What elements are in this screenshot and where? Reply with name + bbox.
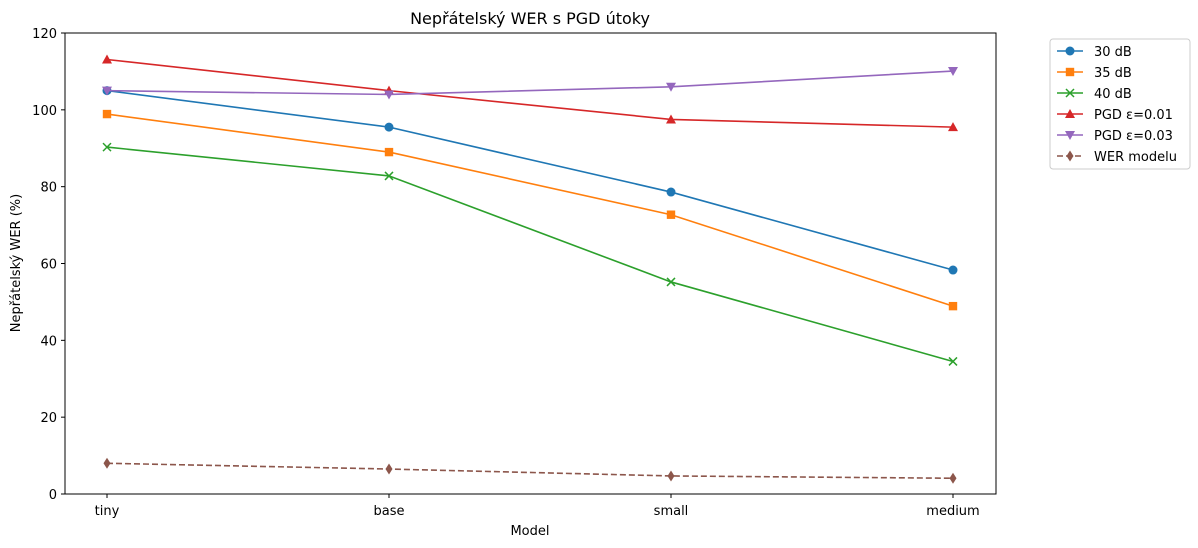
- data-point: [948, 67, 958, 77]
- legend-label: 35 dB: [1094, 66, 1132, 81]
- legend-frame: [1049, 38, 1191, 170]
- series-line: [106, 70, 954, 96]
- legend-marker: [1066, 150, 1074, 162]
- data-point: [102, 86, 112, 96]
- legend-label: PGD ε=0.01: [1094, 108, 1173, 123]
- data-point: [384, 171, 394, 181]
- series-line: [106, 146, 954, 363]
- data-point: [384, 90, 394, 100]
- legend-marker: [1065, 67, 1075, 77]
- x-tick-label: tiny: [95, 504, 120, 519]
- series-40-db: [102, 142, 958, 366]
- legend-items: 30 dB 35 dB 40 dB PGD ε=0.01 PGD ε=0.03 WER m…: [1057, 45, 1177, 165]
- legend-item: PGD ε=0.03: [1057, 129, 1173, 144]
- legend-marker: [1065, 46, 1075, 56]
- data-point: [666, 82, 676, 92]
- x-tick-label: medium: [926, 504, 979, 519]
- x-axis-label: Model: [510, 524, 549, 539]
- data-point: [948, 265, 958, 275]
- legend-item: WER modelu: [1057, 150, 1177, 165]
- data-point: [384, 147, 394, 157]
- y-tick-label: 120: [32, 27, 57, 42]
- series-line: [106, 89, 954, 271]
- data-point: [666, 187, 676, 197]
- legend-label: WER modelu: [1094, 150, 1177, 165]
- x-tick-label: base: [374, 504, 405, 519]
- series-30-db: [102, 86, 958, 275]
- series-pgd-0-03: [102, 67, 958, 100]
- data-point: [666, 210, 676, 219]
- data-point: [102, 54, 112, 64]
- legend-label: PGD ε=0.03: [1094, 129, 1173, 144]
- legend-item: 30 dB: [1057, 45, 1132, 60]
- data-point: [102, 142, 112, 152]
- legend-marker: [1065, 109, 1075, 118]
- data-point: [948, 301, 958, 311]
- series-35-db: [102, 109, 958, 311]
- legend-marker: [1065, 131, 1075, 140]
- data-point: [948, 122, 958, 132]
- y-tick-label: 20: [40, 411, 57, 426]
- data-point: [384, 122, 394, 132]
- y-axis-label: Nepřátelský WER (%): [9, 194, 24, 332]
- y-tick-label: 80: [40, 181, 57, 196]
- legend: 30 dB 35 dB 40 dB PGD ε=0.01 PGD ε=0.03 WER m…: [1049, 38, 1191, 170]
- data-point: [667, 470, 675, 482]
- legend-label: 40 dB: [1094, 87, 1132, 102]
- data-point: [666, 277, 676, 287]
- y-tick-label: 40: [40, 334, 57, 349]
- data-point: [948, 356, 958, 366]
- series-wer-modelu: [103, 457, 957, 484]
- plot-lines: [102, 54, 958, 484]
- legend-item: PGD ε=0.01: [1057, 108, 1173, 123]
- y-tick-label: 60: [40, 258, 57, 273]
- legend-item: 35 dB: [1057, 66, 1132, 81]
- data-point: [103, 457, 111, 469]
- series-line: [106, 113, 954, 307]
- plot-area-frame: [64, 32, 997, 495]
- x-tick-label: small: [654, 504, 689, 519]
- legend-marker: [1065, 88, 1075, 98]
- data-point: [666, 114, 676, 124]
- data-point: [102, 109, 112, 119]
- chart-title: Nepřátelský WER s PGD útoky: [410, 9, 650, 28]
- legend-label: 30 dB: [1094, 45, 1132, 60]
- y-tick-label: 0: [49, 488, 57, 503]
- x-axis-ticks: tiny base small medium: [95, 494, 980, 519]
- legend-item: 40 dB: [1057, 87, 1132, 102]
- series-line: [106, 462, 954, 480]
- data-point: [949, 472, 957, 484]
- y-tick-label: 100: [32, 104, 57, 119]
- series-line: [106, 58, 954, 128]
- y-axis-ticks: 0 20 40 60 80 100 120: [32, 27, 65, 503]
- data-point: [385, 463, 393, 475]
